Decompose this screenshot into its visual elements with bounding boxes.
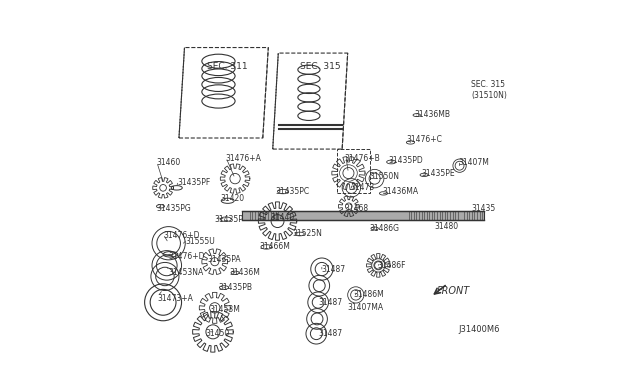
Text: 31476+D: 31476+D	[163, 231, 200, 240]
Bar	[337, 149, 370, 193]
Text: 31466M: 31466M	[259, 243, 290, 251]
Text: 31435PD: 31435PD	[388, 155, 423, 165]
Text: 31440: 31440	[270, 213, 294, 222]
Text: 31453NA: 31453NA	[168, 268, 204, 277]
Text: 31435PE: 31435PE	[422, 169, 455, 177]
Text: 31487: 31487	[318, 298, 342, 307]
Text: 31407M: 31407M	[458, 157, 490, 167]
Text: 31468: 31468	[344, 203, 368, 213]
Text: J31400M6: J31400M6	[458, 326, 500, 334]
Text: 31436MB: 31436MB	[414, 109, 450, 119]
Text: 31480: 31480	[435, 222, 459, 231]
Text: 31436M: 31436M	[230, 268, 260, 277]
Text: 31460: 31460	[157, 157, 181, 167]
Text: 31476+A: 31476+A	[226, 154, 262, 163]
Text: 31476+B: 31476+B	[344, 154, 380, 163]
Text: 31555U: 31555U	[185, 237, 215, 246]
Text: SEC. 315
(31510N): SEC. 315 (31510N)	[472, 80, 508, 100]
Text: 31486G: 31486G	[370, 224, 400, 233]
Text: 31473+A: 31473+A	[157, 294, 193, 303]
Text: 31435: 31435	[472, 203, 495, 213]
Text: 31525N: 31525N	[292, 230, 322, 238]
Text: 31476+D: 31476+D	[168, 251, 205, 261]
Text: 31420: 31420	[220, 195, 244, 203]
Text: 31487: 31487	[322, 264, 346, 273]
Text: SEC. 311: SEC. 311	[207, 61, 248, 71]
Text: 31487: 31487	[318, 329, 342, 338]
Text: 31435P: 31435P	[215, 215, 244, 224]
Text: 31436MA: 31436MA	[383, 187, 419, 196]
Text: 31473: 31473	[350, 183, 374, 192]
Text: FRONT: FRONT	[436, 286, 470, 296]
Text: 31450: 31450	[205, 329, 230, 338]
Text: 31453M: 31453M	[209, 305, 240, 314]
Text: 31435PA: 31435PA	[207, 255, 241, 264]
Text: SEC. 315: SEC. 315	[300, 61, 340, 71]
Bar	[243, 211, 484, 219]
Text: 31486M: 31486M	[353, 291, 384, 299]
Text: 31550N: 31550N	[370, 172, 400, 181]
Text: 31486F: 31486F	[377, 261, 406, 270]
Text: 31407MA: 31407MA	[348, 303, 384, 312]
Text: 31435PG: 31435PG	[157, 203, 191, 213]
Text: 31435PF: 31435PF	[178, 178, 211, 187]
Text: 31435PC: 31435PC	[276, 187, 310, 196]
Text: 31476+C: 31476+C	[407, 135, 443, 144]
Text: 31435PB: 31435PB	[218, 283, 252, 292]
